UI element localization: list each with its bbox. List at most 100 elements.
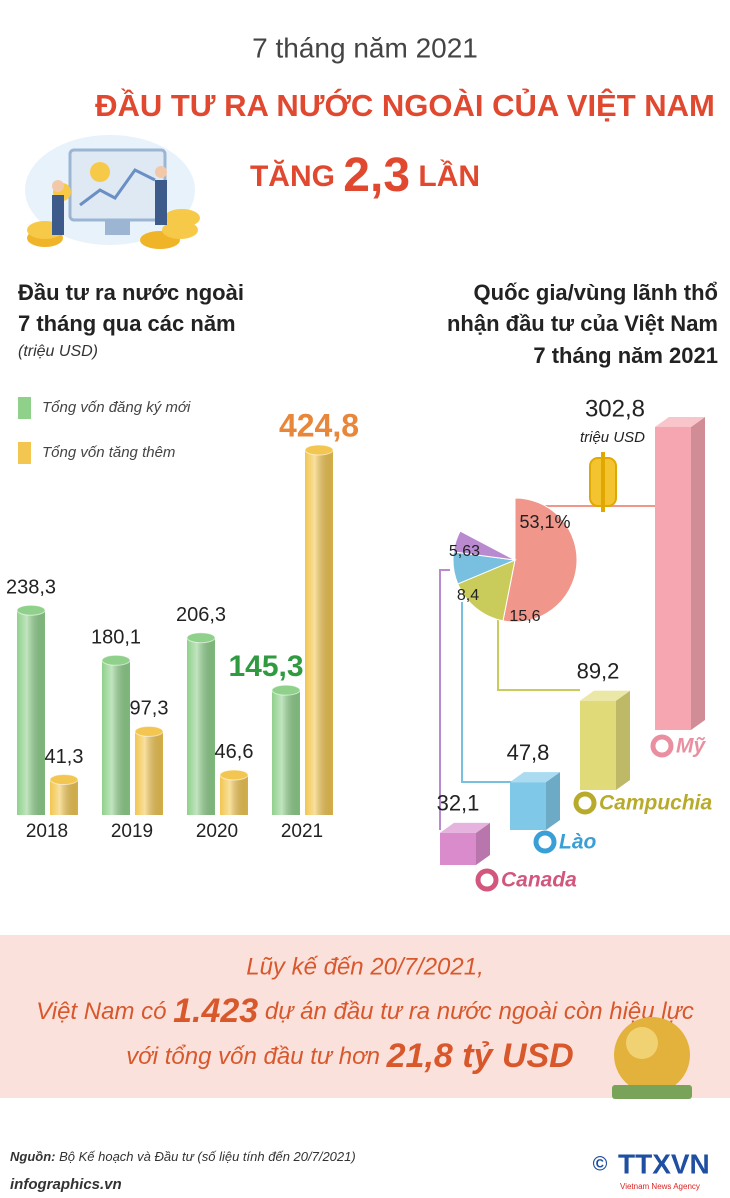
- value-label: 46,6: [215, 741, 254, 763]
- flag: [533, 830, 557, 854]
- flag: [475, 868, 499, 892]
- title-part: LẦN: [410, 159, 480, 193]
- bar-side: [691, 417, 705, 730]
- legend-swatch: [18, 442, 31, 464]
- flag: [573, 791, 597, 815]
- unit-label: triệu USD: [580, 429, 645, 446]
- bar: [580, 700, 616, 790]
- bar-cap: [16, 604, 46, 616]
- x-tick-label: 2018: [26, 821, 68, 842]
- summary-text: Việt Nam có: [36, 998, 173, 1025]
- flag: [650, 734, 674, 758]
- bar-cap: [134, 725, 164, 737]
- summary-line: Việt Nam có 1.423 dự án đầu tư ra nước n…: [36, 992, 694, 1030]
- value-label: 47,8: [507, 740, 550, 765]
- x-tick-label: 2020: [196, 821, 238, 842]
- bar-side-shade: [691, 417, 705, 730]
- bar-top-light: [580, 690, 630, 701]
- bar-side: [616, 690, 630, 790]
- bar: [510, 782, 546, 830]
- legend-swatch: [18, 397, 31, 419]
- source-text: Bộ Kế hoạch và Đầu tư (số liệu tính đến …: [55, 1149, 355, 1164]
- pie-slice: [457, 559, 516, 622]
- bar: [440, 832, 476, 865]
- title-number: 2,3: [343, 149, 410, 202]
- title-2: TĂNG 2,3 LẦN: [250, 149, 480, 202]
- value-label: 53,1%: [519, 512, 570, 532]
- site: infographics.vn: [10, 1176, 122, 1193]
- bar-shine: [17, 610, 45, 815]
- pie-slice: [452, 530, 516, 561]
- bar-side: [546, 772, 560, 830]
- illustration: [25, 135, 200, 249]
- summary-line: Lũy kế đến 20/7/2021,: [246, 953, 484, 980]
- chart-subtitle: (triệu USD): [18, 343, 98, 360]
- bar-shine: [187, 637, 215, 815]
- logo-sub: Vietnam News Agency: [620, 1182, 700, 1191]
- bar-shine: [220, 774, 248, 815]
- bar-top: [655, 417, 705, 427]
- title: ĐẦU TƯ RA NƯỚC NGOÀI CỦA VIỆT NAM: [95, 87, 715, 123]
- bar-top: [510, 772, 560, 783]
- bar-side-shade: [546, 772, 560, 830]
- bar-side-shade: [616, 690, 630, 790]
- globe-icon: [612, 1017, 692, 1099]
- source: Nguồn: Bộ Kế hoạch và Đầu tư (số liệu tí…: [10, 1149, 356, 1164]
- value-label: 145,3: [228, 650, 303, 683]
- logo: TTXVN: [618, 1148, 710, 1179]
- value-label: 5,63: [449, 543, 480, 560]
- bar-shine: [135, 731, 163, 815]
- bar-shine: [50, 779, 78, 815]
- pie-slice: [502, 497, 578, 623]
- value-label: 15,6: [509, 608, 540, 625]
- bar-cap: [304, 444, 334, 456]
- x-tick-label: 2019: [111, 821, 153, 842]
- copyright: ©: [593, 1153, 608, 1175]
- bar-top-light: [655, 417, 705, 427]
- bar: [655, 427, 691, 730]
- legend-label: Tổng vốn tăng thêm: [42, 444, 175, 461]
- summary-line: với tổng vốn đầu tư hơn 21,8 tỷ USD: [126, 1037, 573, 1075]
- value-label: 238,3: [6, 577, 56, 599]
- summary-number: 21,8 tỷ USD: [386, 1037, 574, 1075]
- bar-cap: [219, 769, 249, 781]
- bar-cap: [271, 684, 301, 696]
- category-label: Mỹ: [676, 735, 706, 758]
- value-label: 97,3: [130, 698, 169, 720]
- summary-text: dự án đầu tư ra nước ngoài còn hiệu lực: [258, 998, 694, 1025]
- subtitle: 7 tháng năm 2021: [252, 32, 478, 63]
- bar-top: [580, 690, 630, 701]
- chart-title: Đầu tư ra nước ngoài: [18, 280, 244, 305]
- summary-band: [0, 935, 730, 1098]
- bar-shine: [272, 690, 300, 815]
- bar-side-shade: [476, 822, 490, 865]
- dollar-icon: [589, 452, 617, 512]
- legend-label: Tổng vốn đăng ký mới: [42, 399, 191, 416]
- bar-top: [440, 822, 490, 833]
- value-label: 89,2: [577, 659, 620, 684]
- bar-top-light: [510, 772, 560, 783]
- value-label: 180,1: [91, 627, 141, 649]
- chart-title: 7 tháng qua các năm: [18, 311, 236, 336]
- x-tick-label: 2021: [281, 821, 323, 842]
- value-label: 206,3: [176, 604, 226, 626]
- value-label: 8,4: [457, 587, 479, 604]
- value-label: 424,8: [279, 407, 359, 443]
- source-label: Nguồn:: [10, 1149, 55, 1164]
- chart-title: 7 tháng năm 2021: [533, 343, 718, 368]
- chart-title: nhận đầu tư của Việt Nam: [447, 311, 718, 336]
- bar-shine: [102, 660, 130, 815]
- bar-cap: [186, 632, 216, 644]
- summary-number: 1.423: [173, 992, 258, 1030]
- value-label: 302,8: [585, 395, 645, 422]
- category-label: Canada: [501, 869, 577, 892]
- category-label: Lào: [559, 831, 597, 854]
- category-label: Campuchia: [599, 792, 713, 815]
- bar-shine: [305, 450, 333, 815]
- summary-text: với tổng vốn đầu tư hơn: [126, 1043, 386, 1070]
- value-label: 41,3: [45, 746, 84, 768]
- chart-title: Quốc gia/vùng lãnh thổ: [474, 280, 718, 305]
- bar-side: [476, 822, 490, 865]
- bar-top-light: [440, 822, 490, 833]
